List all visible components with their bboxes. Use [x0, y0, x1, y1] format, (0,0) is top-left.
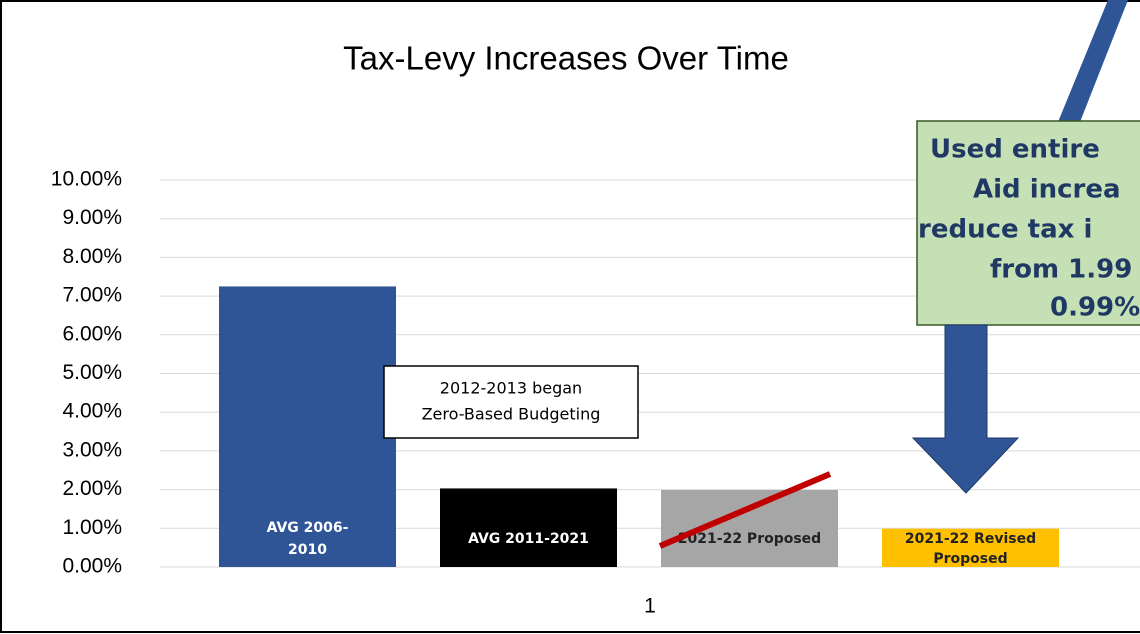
bar-label-box: 2021-22 Proposed: [661, 511, 838, 567]
plot-area: 0.00% 1.00% 2.00% 3.00% 4.00% 5.00% 6.00% 7.00%…: [51, 168, 1140, 618]
callout-text: 0.99%: [1050, 293, 1140, 323]
bar-label: 2021-22 Proposed: [677, 531, 822, 547]
y-tick-label: 5.00%: [62, 361, 122, 384]
annotation-text: 2012-2013 began: [440, 379, 582, 398]
y-tick-label: 3.00%: [62, 438, 122, 461]
bar: [661, 489, 838, 567]
y-tick-label: 1.00%: [62, 516, 122, 539]
annotation-box: [383, 365, 639, 439]
y-tick-label: 7.00%: [62, 284, 122, 307]
bar-label: 2021-22 Revised Proposed: [904, 530, 1037, 567]
annotation-text: Zero-Based Budgeting: [422, 405, 601, 424]
y-tick-label: 9.00%: [62, 206, 122, 229]
pointer-line: [1058, 0, 1128, 122]
x-tick-label: 1: [644, 595, 656, 618]
bar-label-box: AVG 2011-2021: [440, 511, 617, 567]
bar: [882, 528, 1059, 567]
bar-label: AVG 2011-2021: [468, 531, 589, 547]
down-arrow: [911, 324, 1020, 494]
y-tick-label: 4.00%: [62, 400, 122, 423]
callout-text: reduce tax i: [918, 215, 1092, 245]
bar-label-box: 2021-22 Revised Proposed: [882, 511, 1059, 567]
y-tick-label: 10.00%: [51, 168, 122, 191]
bar-label: AVG 2006-2010: [266, 520, 349, 558]
y-tick-label: 0.00%: [62, 555, 122, 578]
bar-label-box: AVG 2006-2010: [219, 511, 396, 567]
callout-box: [916, 120, 1140, 326]
callout-text: Used entire: [930, 135, 1100, 165]
callout-text-group: Used entire Aid increa reduce tax i from…: [918, 135, 1140, 323]
y-tick-label: 2.00%: [62, 477, 122, 500]
chart-title: Tax-Levy Increases Over Time: [343, 40, 789, 77]
bar: [219, 286, 396, 567]
bar-label-wrap: AVG 2006-2010: [219, 511, 396, 567]
y-tick-label: 6.00%: [62, 322, 122, 345]
callout-text: from 1.99: [990, 255, 1132, 285]
bar-label-wrap: 2021-22 Revised Proposed: [882, 511, 1059, 567]
strike-line: [658, 471, 832, 549]
y-tick-label: 8.00%: [62, 245, 122, 268]
bar: [440, 488, 617, 567]
bar-label-wrap: AVG 2011-2021: [440, 511, 617, 567]
bar-label-wrap: 2021-22 Proposed: [661, 511, 838, 567]
callout-text: Aid increa: [973, 175, 1121, 205]
